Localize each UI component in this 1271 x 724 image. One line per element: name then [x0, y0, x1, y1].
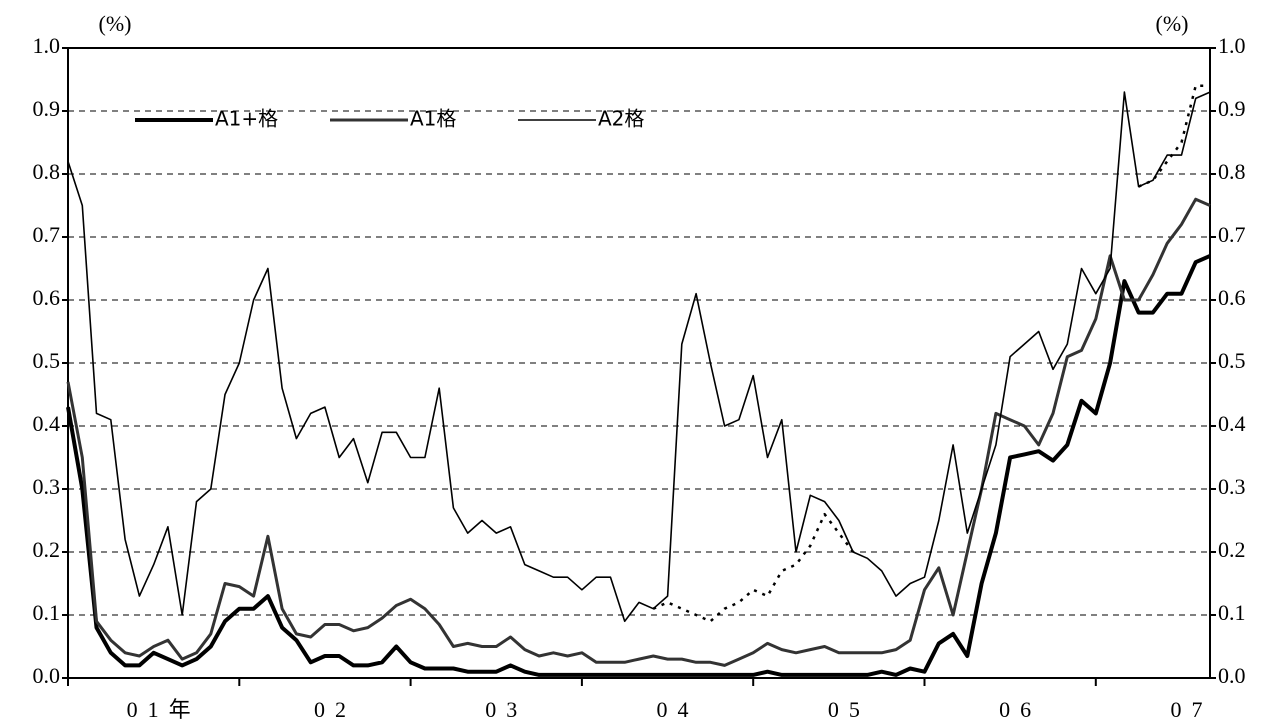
dotted-line	[1138, 84, 1210, 188]
y2-axis-label: (%)	[1156, 11, 1189, 36]
y2-tick-label: 0.2	[1218, 537, 1246, 562]
series-line	[67, 91, 1211, 623]
y2-tick-label: 0.5	[1218, 348, 1246, 373]
y-tick-label: 0.7	[33, 222, 61, 247]
y-tick-label: 0.0	[33, 663, 61, 688]
y2-tick-label: 0.7	[1218, 222, 1246, 247]
y-tick-label: 1.0	[33, 33, 61, 58]
y2-tick-label: 0.4	[1218, 411, 1246, 436]
y2-tick-label: 0.9	[1218, 96, 1246, 121]
y-tick-label: 0.8	[33, 159, 61, 184]
legend-label: A1+格	[215, 107, 278, 131]
dotted-line	[652, 512, 855, 623]
y2-tick-label: 0.0	[1218, 663, 1246, 688]
x-tick-label: 03	[485, 697, 527, 722]
y-tick-label: 0.1	[33, 600, 61, 625]
y2-tick-label: 0.8	[1218, 159, 1246, 184]
y-tick-label: 0.4	[33, 411, 61, 436]
y2-tick-label: 0.1	[1218, 600, 1246, 625]
y-axis-label: (%)	[99, 11, 132, 36]
series-line	[66, 197, 1211, 667]
x-tick-label: 02	[314, 697, 356, 722]
x-tick-label: 05	[828, 697, 870, 722]
y-tick-label: 0.5	[33, 348, 61, 373]
x-tick-label: 06	[999, 697, 1041, 722]
y-tick-label: 0.9	[33, 96, 61, 121]
series-line	[66, 254, 1211, 677]
y2-tick-label: 0.6	[1218, 285, 1246, 310]
x-tick-label: 01年	[127, 697, 201, 722]
y-tick-label: 0.6	[33, 285, 61, 310]
y2-tick-label: 1.0	[1218, 33, 1246, 58]
legend-label: A2格	[598, 107, 644, 131]
y-tick-label: 0.2	[33, 537, 61, 562]
x-tick-label: 07	[1170, 697, 1212, 722]
x-tick-label: 04	[657, 697, 699, 722]
legend-label: A1格	[410, 107, 456, 131]
y2-tick-label: 0.3	[1218, 474, 1246, 499]
y-tick-label: 0.3	[33, 474, 61, 499]
